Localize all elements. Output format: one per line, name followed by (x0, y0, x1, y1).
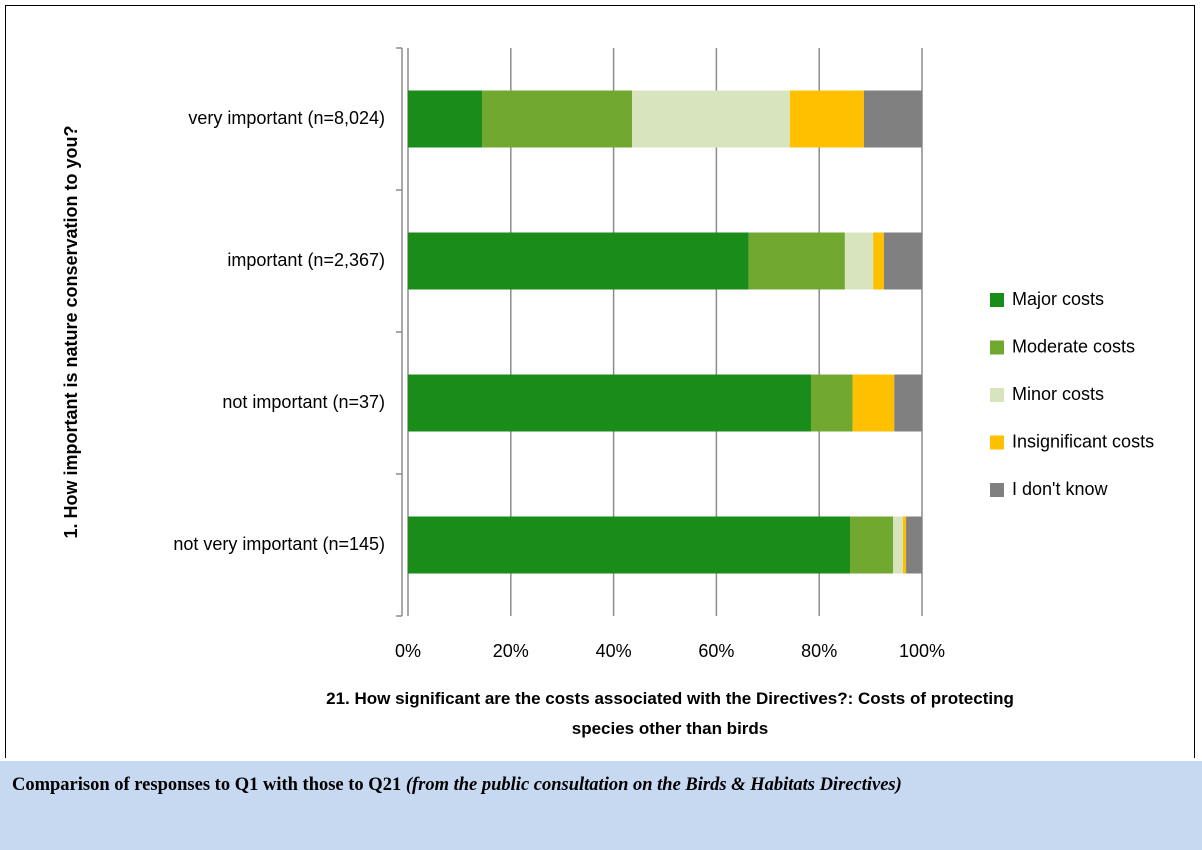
bar-segment (844, 232, 874, 290)
x-tick-label: 0% (395, 641, 421, 661)
bar-segment (408, 516, 851, 574)
y-tick-label: important (n=2,367) (227, 250, 385, 270)
legend-label: Minor costs (1012, 384, 1104, 404)
caption-italic: (from the public consultation on the Bir… (405, 775, 902, 795)
bar-segment (894, 374, 922, 432)
bar-segment (408, 374, 811, 432)
bar-segment (789, 90, 864, 148)
chart-frame (5, 5, 1195, 758)
bar-segment (852, 374, 895, 432)
legend-label: Insignificant costs (1012, 431, 1154, 451)
legend-label: I don't know (1012, 479, 1108, 499)
bar-segment (810, 374, 853, 432)
y-axis-title: 1. How important is nature conservation … (61, 125, 81, 538)
legend-label: Moderate costs (1012, 336, 1135, 356)
bar-segment (632, 90, 790, 148)
x-axis-title: 21. How significant are the costs associ… (326, 689, 1014, 738)
bar-segment (408, 90, 483, 148)
bar-segment (748, 232, 845, 290)
y-tick-label: not very important (n=145) (173, 534, 385, 554)
bar-segment (893, 516, 903, 574)
x-tick-label: 40% (596, 641, 632, 661)
legend-label: Major costs (1012, 289, 1104, 309)
bar-segment (850, 516, 894, 574)
bar-segment (883, 232, 922, 290)
chart: 1. How important is nature conservation … (61, 47, 1154, 661)
legend-swatch (990, 340, 1004, 355)
bar-segment (873, 232, 884, 290)
x-tick-label: 100% (899, 641, 945, 661)
caption-text: Comparison of responses to Q1 with those… (12, 775, 406, 795)
bar-segment (482, 90, 633, 148)
caption: Comparison of responses to Q1 with those… (0, 761, 1202, 850)
x-tick-label: 20% (493, 641, 529, 661)
bar-segment (902, 516, 907, 574)
bar-segment (408, 232, 749, 290)
bar-segment (906, 516, 922, 574)
x-tick-label: 60% (698, 641, 734, 661)
legend-swatch (990, 435, 1004, 450)
y-tick-label: very important (n=8,024) (188, 108, 385, 128)
x-tick-label: 80% (801, 641, 837, 661)
bar-segment (863, 90, 922, 148)
legend-swatch (990, 483, 1004, 497)
legend-swatch (990, 293, 1004, 307)
legend-swatch (990, 388, 1004, 402)
y-tick-label: not important (n=37) (222, 392, 385, 412)
